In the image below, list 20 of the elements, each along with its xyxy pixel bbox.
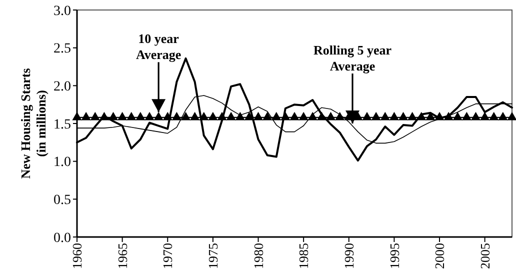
x-tick-label: 1965 xyxy=(114,243,130,269)
x-tick-label: 2005 xyxy=(477,243,492,269)
x-tick-label: 2000 xyxy=(432,243,448,269)
x-tick-label: 1970 xyxy=(160,243,176,269)
y-tick-label: 2.0 xyxy=(54,80,71,95)
x-tick-label: 1990 xyxy=(341,243,356,269)
x-tick-label: 1995 xyxy=(386,243,402,269)
y-tick-label: 2.5 xyxy=(54,42,71,57)
x-tick-label: 1985 xyxy=(296,243,312,269)
x-tick-label: 1975 xyxy=(205,243,220,269)
y-axis-title: New Housing Starts (in millions) xyxy=(18,68,49,179)
y-tick-label: 1.5 xyxy=(54,117,71,132)
y-tick-label: 1.0 xyxy=(54,155,71,170)
y-tick-label: 0.0 xyxy=(54,230,71,246)
annotation: 10 year Average xyxy=(136,31,182,62)
x-tick-label: 1980 xyxy=(250,243,266,269)
y-tick-label: 3.0 xyxy=(54,4,71,19)
annotation: Rolling 5 year Average xyxy=(314,42,392,74)
x-tick-label: 1960 xyxy=(70,243,85,269)
y-tick-label: 0.5 xyxy=(54,193,71,208)
